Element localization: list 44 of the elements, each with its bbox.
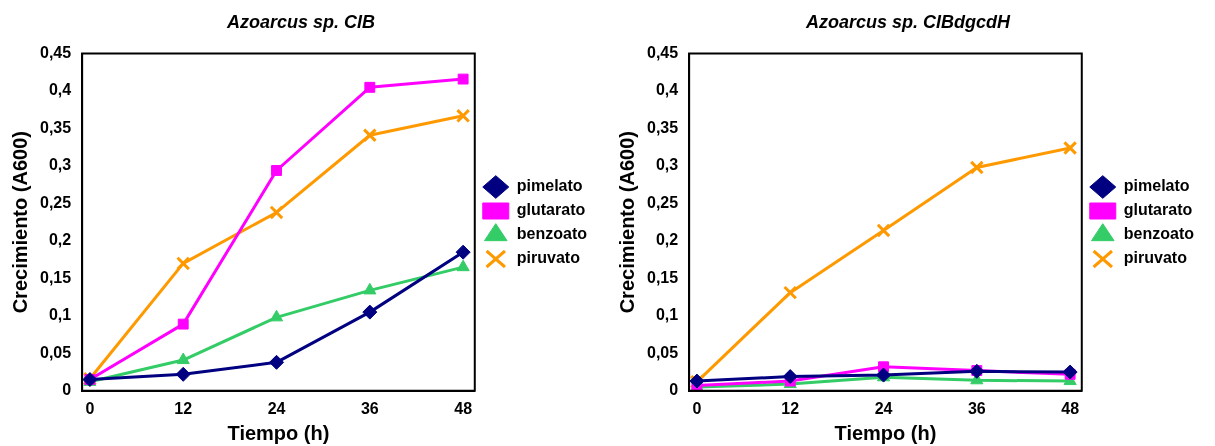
y-axis-title: Crecimiento (A600) — [8, 131, 31, 314]
legend-label: pimelato — [516, 177, 583, 195]
x-tick-label: 36 — [360, 399, 379, 417]
x-axis-title: Tiempo (h) — [834, 421, 937, 444]
y-tick-label: 0,2 — [655, 231, 679, 249]
y-tick-label: 0,05 — [40, 343, 72, 361]
x-tick-label: 0 — [692, 399, 702, 417]
y-tick-label: 0,2 — [48, 231, 72, 249]
legend-label: glutarato — [516, 201, 586, 219]
legend-label: benzoato — [516, 225, 588, 243]
x-tick-label: 48 — [454, 399, 473, 417]
legend-label: pimelato — [1123, 177, 1190, 195]
x-axis-title: Tiempo (h) — [227, 421, 330, 444]
x-tick-label: 0 — [85, 399, 95, 417]
y-tick-label: 0 — [669, 381, 679, 399]
y-tick-label: 0,45 — [40, 44, 72, 62]
y-tick-label: 0,3 — [48, 156, 72, 174]
y-tick-label: 0,4 — [655, 81, 679, 99]
y-tick-label: 0,35 — [40, 118, 72, 136]
y-tick-label: 0,1 — [48, 306, 72, 324]
x-tick-label: 24 — [267, 399, 286, 417]
legend-label: glutarato — [1123, 201, 1193, 219]
y-tick-label: 0,1 — [655, 306, 679, 324]
x-tick-label: 12 — [174, 399, 193, 417]
legend-label: piruvato — [1123, 249, 1188, 267]
legend-label: piruvato — [516, 249, 581, 267]
x-tick-label: 12 — [781, 399, 800, 417]
y-tick-label: 0 — [62, 381, 72, 399]
y-tick-label: 0,05 — [647, 343, 679, 361]
y-tick-label: 0,4 — [48, 81, 72, 99]
y-tick-label: 0,25 — [40, 193, 72, 211]
y-axis-title: Crecimiento (A600) — [615, 131, 638, 314]
y-tick-label: 0,15 — [40, 268, 72, 286]
legend-label: benzoato — [1123, 225, 1195, 243]
y-tick-label: 0,15 — [647, 268, 679, 286]
chart-title: Azoarcus sp. CIBdgcdH — [804, 11, 1012, 32]
y-tick-label: 0,3 — [655, 156, 679, 174]
y-tick-label: 0,35 — [647, 118, 679, 136]
chart-title: Azoarcus sp. CIB — [225, 11, 376, 32]
x-tick-label: 24 — [874, 399, 893, 417]
y-tick-label: 0,45 — [647, 44, 679, 62]
x-tick-label: 48 — [1061, 399, 1080, 417]
y-tick-label: 0,25 — [647, 193, 679, 211]
x-tick-label: 36 — [967, 399, 986, 417]
